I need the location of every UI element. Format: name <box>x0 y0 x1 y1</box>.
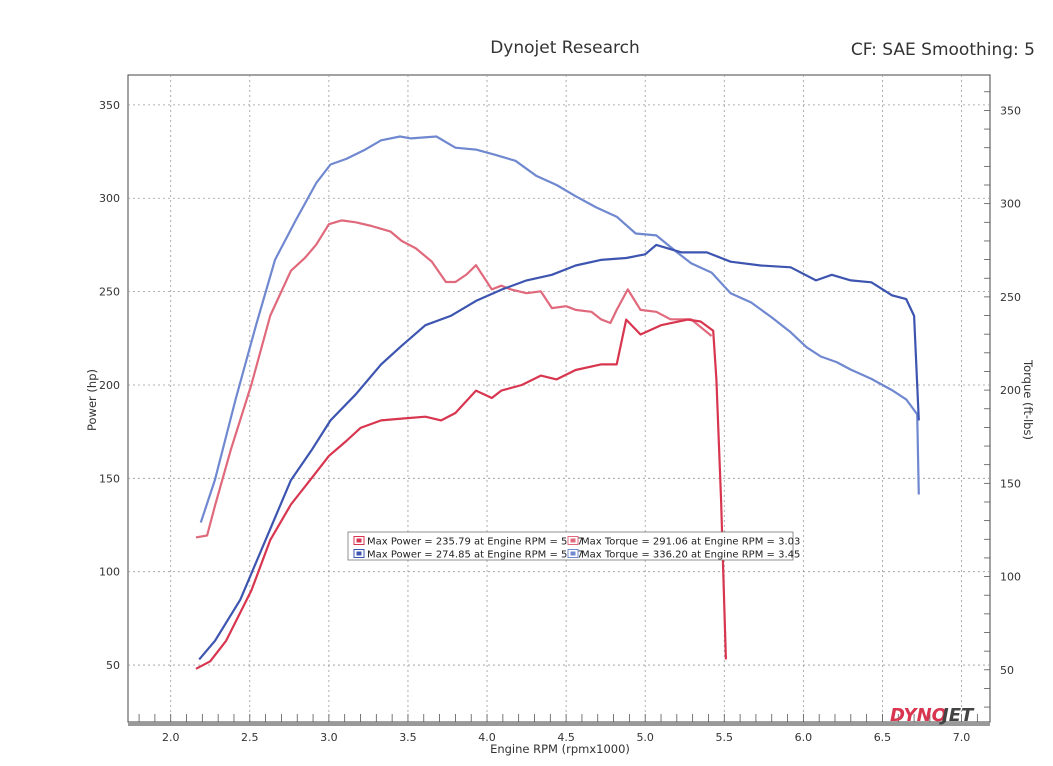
correction-settings: CF: SAE Smoothing: 5 <box>850 40 1035 60</box>
y-axis-right-label: Torque (ft-lbs) <box>1021 359 1035 440</box>
chart-title: Dynojet Research <box>490 38 640 58</box>
legend-swatch <box>356 551 362 556</box>
y-right-tick-label: 100 <box>1000 571 1021 584</box>
y-right-tick-label: 200 <box>1000 384 1021 397</box>
y-right-tick-label: 300 <box>1000 198 1021 211</box>
x-tick-label: 2.0 <box>162 731 180 744</box>
y-left-tick-label: 50 <box>106 659 120 672</box>
x-tick-label: 3.5 <box>399 731 417 744</box>
x-tick-label: 6.0 <box>795 731 813 744</box>
x-axis-label: Engine RPM (rpmx1000) <box>490 742 630 756</box>
x-tick-label: 4.0 <box>478 731 496 744</box>
y-right-tick-label: 50 <box>1000 664 1014 677</box>
y-left-tick-label: 150 <box>99 472 120 485</box>
y-left-tick-label: 100 <box>99 566 120 579</box>
x-tick-label: 4.5 <box>557 731 575 744</box>
legend-entry: Max Power = 274.85 at Engine RPM = 5.07 <box>367 550 583 561</box>
x-tick-label: 5.0 <box>636 731 654 744</box>
legend-swatch <box>356 538 362 543</box>
legend-entry: Max Torque = 336.20 at Engine RPM = 3.45 <box>581 550 800 561</box>
legend-entry: Max Power = 235.79 at Engine RPM = 5.27 <box>367 537 583 548</box>
x-tick-label: 2.5 <box>241 731 259 744</box>
series-line-0 <box>195 219 713 539</box>
legend: Max Power = 235.79 at Engine RPM = 5.27M… <box>347 531 800 561</box>
series-line-3 <box>198 243 920 661</box>
svg-text:JET: JET <box>939 705 975 726</box>
x-tick-label: 3.0 <box>320 731 338 744</box>
legend-entry: Max Torque = 291.06 at Engine RPM = 3.03 <box>581 537 800 548</box>
x-tick-label: 5.5 <box>716 731 734 744</box>
plot-area <box>127 74 991 723</box>
legend-swatch <box>570 538 576 543</box>
y-left-tick-label: 350 <box>99 99 120 112</box>
dynojet-logo: DYNO JET <box>890 705 975 726</box>
svg-text:DYNO: DYNO <box>890 705 947 726</box>
x-tick-label: 7.0 <box>953 731 971 744</box>
y-left-tick-label: 300 <box>99 192 120 205</box>
series-line-1 <box>195 318 727 670</box>
y-right-tick-label: 350 <box>1000 104 1021 117</box>
y-axis-left-label: Power (hp) <box>85 369 99 431</box>
x-axis-bar <box>128 722 990 726</box>
legend-swatch <box>570 551 576 556</box>
series-line-2 <box>199 135 920 523</box>
x-tick-label: 6.5 <box>874 731 892 744</box>
y-right-tick-label: 250 <box>1000 291 1021 304</box>
y-left-tick-label: 200 <box>99 379 120 392</box>
y-right-tick-label: 150 <box>1000 477 1021 490</box>
y-left-tick-label: 250 <box>99 286 120 299</box>
